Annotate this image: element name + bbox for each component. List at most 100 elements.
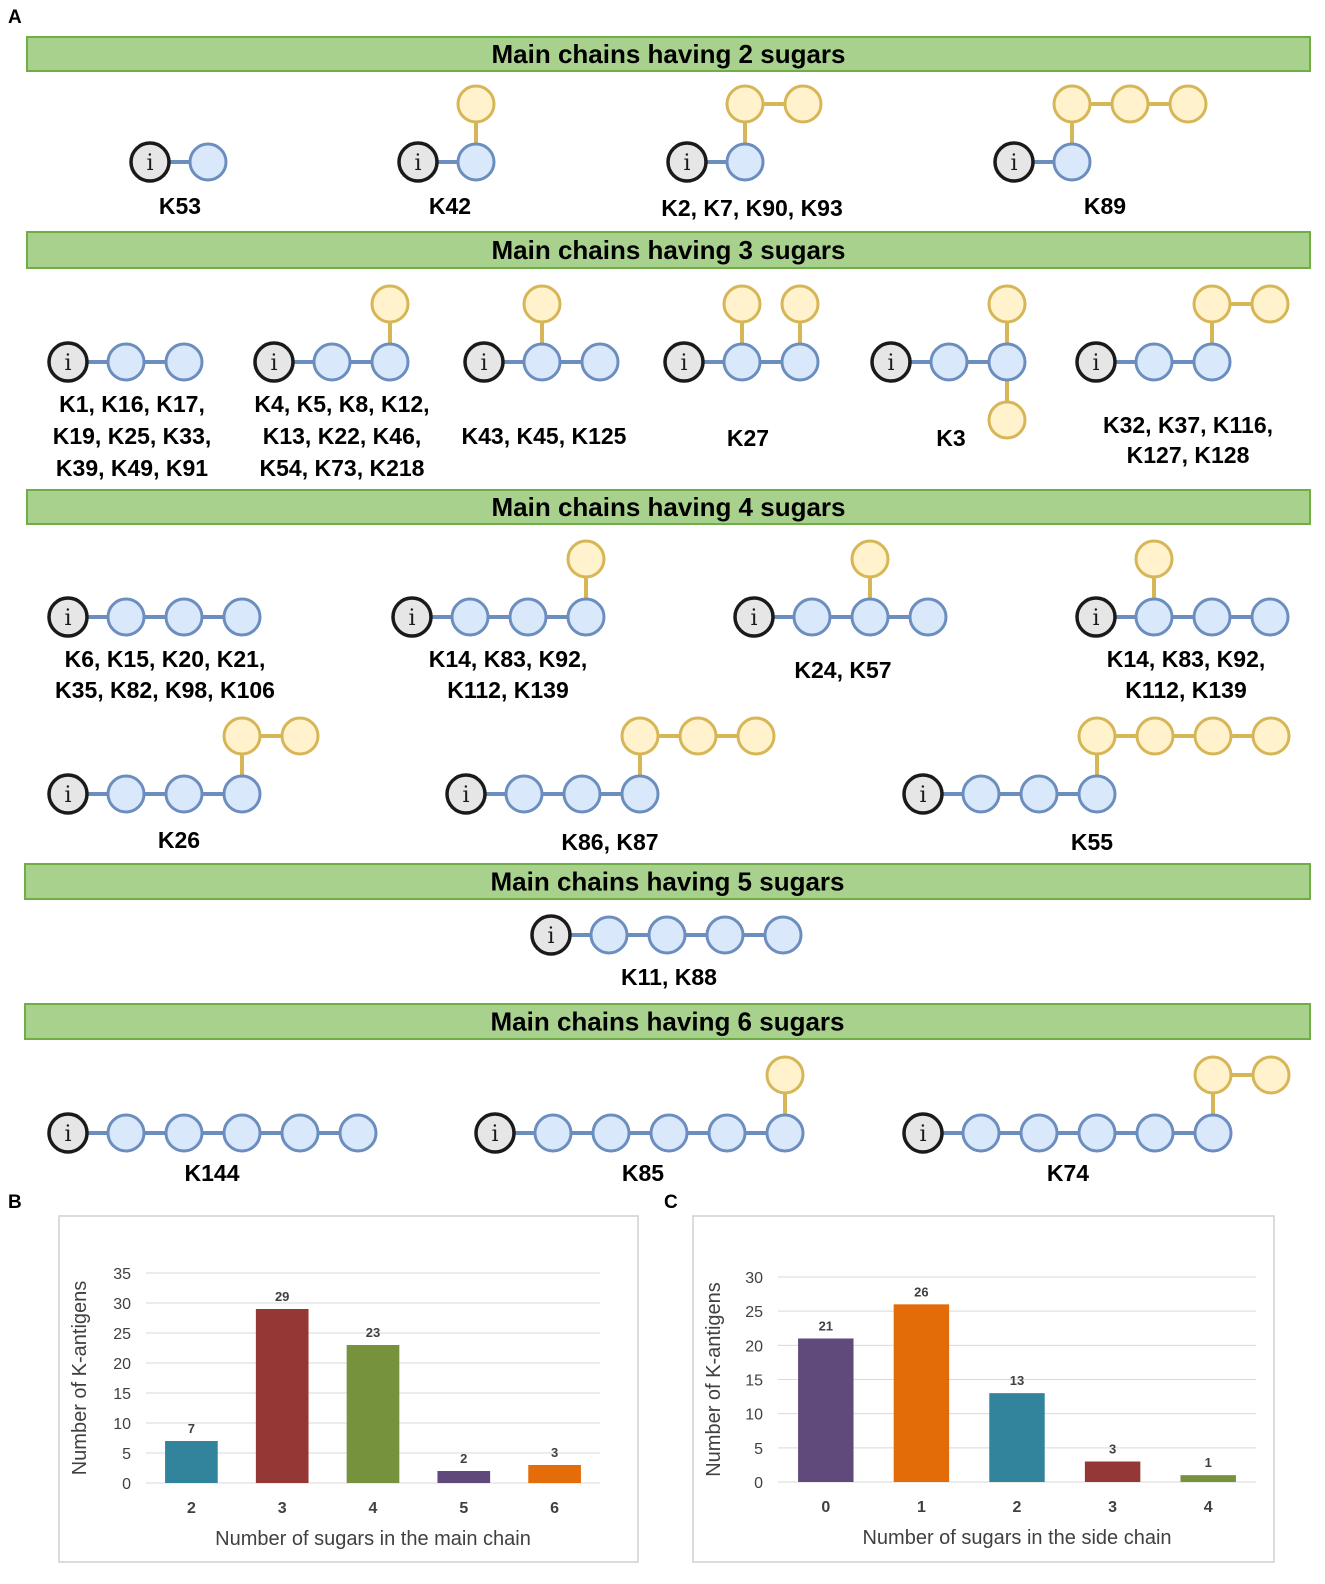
- chart-frame: [58, 1215, 639, 1563]
- x-tick-label: 6: [550, 1500, 559, 1517]
- initial-residue: [1075, 596, 1117, 638]
- main-chain-sugar: [1193, 1113, 1233, 1153]
- main-chain-sugar: [562, 774, 602, 814]
- main-chain-sugar: [908, 597, 948, 637]
- x-tick-label: 2: [187, 1500, 196, 1517]
- main-chain-sugar: [1135, 1113, 1175, 1153]
- section-banner-title: Main chains having 6 sugars: [491, 1007, 845, 1037]
- main-chain-sugar: [1019, 774, 1059, 814]
- main-chain-sugar: [456, 142, 496, 182]
- k-antigen-label: K53: [159, 193, 201, 219]
- k-antigen-label: K26: [158, 827, 200, 853]
- glycan-structure: i: [397, 84, 496, 183]
- data-label: 2: [460, 1451, 467, 1466]
- bar: [798, 1338, 854, 1482]
- side-chain-sugar: [222, 716, 262, 756]
- initial-residue-symbol: i: [887, 351, 894, 376]
- initial-residue: [733, 596, 775, 638]
- glycan-structure: i: [1075, 539, 1290, 638]
- initial-residue: [445, 773, 487, 815]
- initial-residue: [47, 341, 89, 383]
- main-chain-sugar: [649, 1113, 689, 1153]
- initial-residue: [253, 341, 295, 383]
- initial-residue-symbol: i: [1010, 151, 1017, 176]
- initial-residue-symbol: i: [64, 606, 71, 631]
- bar: [1084, 1461, 1141, 1482]
- section-banner: [26, 231, 1311, 269]
- side-chain-sugar: [722, 284, 762, 324]
- initial-residue-symbol: i: [1092, 351, 1099, 376]
- glycan-structure: i: [902, 716, 1291, 815]
- glycan-structure: i: [663, 284, 820, 383]
- y-tick-label: 5: [754, 1441, 763, 1458]
- y-tick-label: 0: [122, 1476, 131, 1493]
- k-antigen-label: K14, K83, K92,: [429, 646, 588, 672]
- initial-residue: [1075, 341, 1117, 383]
- section-banner: [26, 36, 1311, 72]
- y-tick-label: 30: [113, 1296, 131, 1313]
- initial-residue-symbol: i: [1092, 606, 1099, 631]
- bar: [165, 1441, 218, 1483]
- glycan-structure: i: [47, 716, 320, 815]
- k-antigen-label: K3: [936, 425, 965, 451]
- x-axis-label: Number of sugars in the main chain: [215, 1528, 531, 1550]
- glycan-structure: i: [47, 341, 204, 383]
- section-banner: [24, 1003, 1311, 1040]
- data-label: 23: [366, 1325, 380, 1340]
- chart-side-chain-sugars: 0 5 10 15 20 25 30 21 0 26 1 13 2 3 3 1 4 Number of sugar…: [692, 1215, 1275, 1563]
- panel-letter-c: C: [664, 1192, 678, 1213]
- y-tick-label: 10: [745, 1407, 763, 1424]
- section-banners: Main chains having 2 sugars Main chains h…: [24, 36, 1311, 1040]
- main-chain-sugar: [705, 915, 745, 955]
- side-chain-sugar: [1077, 716, 1117, 756]
- x-tick-label: 5: [459, 1500, 468, 1517]
- side-chain-sugar: [280, 716, 320, 756]
- side-chain-sugar: [1250, 284, 1290, 324]
- initial-residue: [397, 141, 439, 183]
- chart-frame: [692, 1215, 1275, 1563]
- main-chain-sugar: [106, 597, 146, 637]
- main-chain-sugar: [188, 142, 228, 182]
- initial-residue-symbol: i: [491, 1122, 498, 1147]
- main-chain-sugar: [164, 342, 204, 382]
- glycan-structure: i: [666, 84, 823, 183]
- k-antigen-label: K6, K15, K20, K21,: [65, 646, 266, 672]
- y-tick-label: 25: [113, 1326, 131, 1343]
- data-label: 3: [1109, 1442, 1116, 1457]
- initial-residue-symbol: i: [462, 783, 469, 808]
- glycan-structure: i: [47, 1112, 378, 1154]
- k-antigen-label: K35, K82, K98, K106: [55, 677, 275, 703]
- main-chain-sugar: [222, 774, 262, 814]
- main-chain-sugar: [280, 1113, 320, 1153]
- x-tick-label: 2: [1013, 1499, 1022, 1516]
- y-tick-label: 25: [745, 1304, 763, 1321]
- bar: [893, 1304, 950, 1482]
- glycan-structure: i: [463, 284, 620, 383]
- x-tick-label: 0: [821, 1499, 830, 1516]
- main-chain-sugar: [780, 342, 820, 382]
- side-chain-sugar: [1110, 84, 1150, 124]
- glycan-structure: i: [474, 1055, 805, 1154]
- main-chain-sugar: [961, 1113, 1001, 1153]
- y-axis-label: Number of K-antigens: [69, 1281, 91, 1476]
- main-chain-sugar: [522, 342, 562, 382]
- panel-letter-b: B: [8, 1192, 22, 1213]
- main-chain-sugar: [707, 1113, 747, 1153]
- main-chain-sugar: [222, 597, 262, 637]
- k-antigen-label: K14, K83, K92,: [1107, 646, 1266, 672]
- x-tick-label: 1: [917, 1499, 926, 1516]
- section-banner: [26, 489, 1311, 525]
- initial-residue: [902, 773, 944, 815]
- main-chain-sugar: [370, 342, 410, 382]
- side-chain-sugar: [370, 284, 410, 324]
- k-antigen-label: K32, K37, K116,: [1103, 412, 1273, 438]
- k-antigen-label: K43, K45, K125: [462, 423, 627, 449]
- initial-residue: [463, 341, 505, 383]
- side-chain-sugar: [736, 716, 776, 756]
- initial-residue-symbol: i: [919, 783, 926, 808]
- k-antigen-label: K11, K88: [621, 964, 717, 990]
- y-tick-label: 5: [122, 1446, 131, 1463]
- initial-residue-symbol: i: [64, 783, 71, 808]
- bar: [255, 1309, 309, 1483]
